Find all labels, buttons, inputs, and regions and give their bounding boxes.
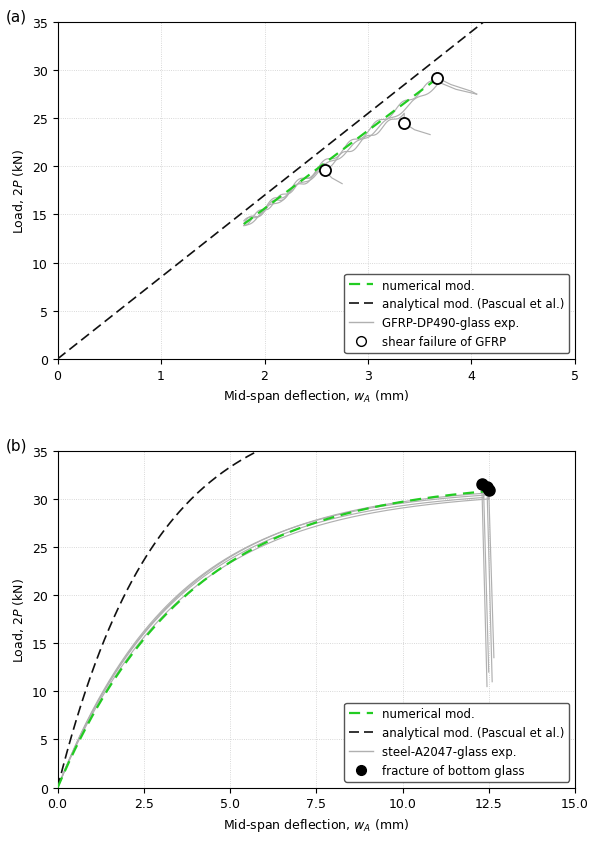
Y-axis label: Load, $2P$ (kN): Load, $2P$ (kN) <box>11 149 26 234</box>
X-axis label: Mid-span deflection, $w_A$ (mm): Mid-span deflection, $w_A$ (mm) <box>223 816 409 833</box>
Legend: numerical mod., analytical mod. (Pascual et al.), steel-A2047-glass exp., fractu: numerical mod., analytical mod. (Pascual… <box>344 703 569 782</box>
Text: (b): (b) <box>6 438 28 452</box>
Text: (a): (a) <box>6 9 27 24</box>
Y-axis label: Load, $2P$ (kN): Load, $2P$ (kN) <box>11 577 26 662</box>
X-axis label: Mid-span deflection, $w_A$ (mm): Mid-span deflection, $w_A$ (mm) <box>223 387 409 404</box>
Legend: numerical mod., analytical mod. (Pascual et al.), GFRP-DP490-glass exp., shear f: numerical mod., analytical mod. (Pascual… <box>344 274 569 354</box>
